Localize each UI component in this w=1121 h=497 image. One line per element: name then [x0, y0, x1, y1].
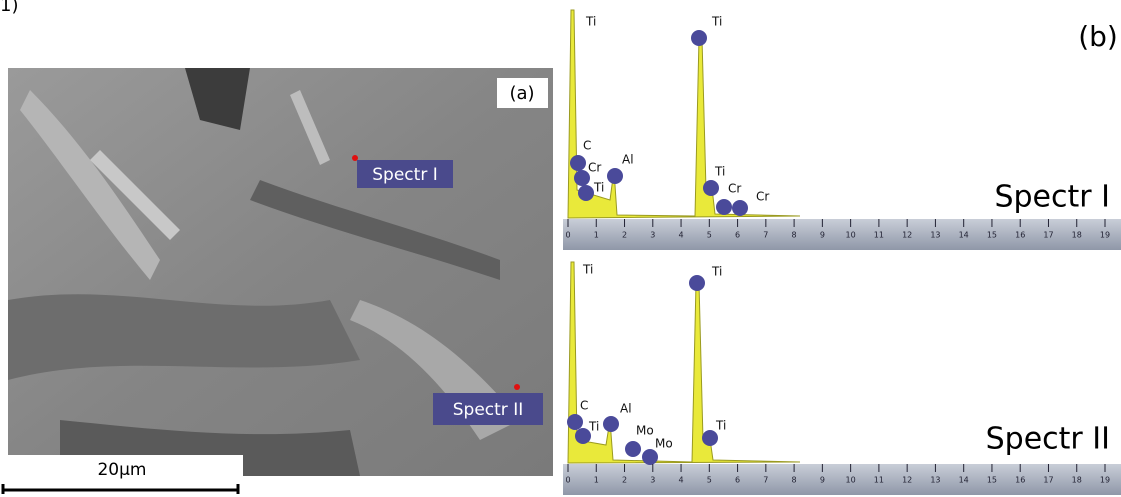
tick-label: 0 [565, 476, 570, 485]
peak-marker [567, 414, 583, 430]
tick-label: 9 [820, 231, 825, 240]
peak-label: Al [620, 402, 632, 416]
peak-marker [625, 441, 641, 457]
tick-label: 2 [622, 231, 627, 240]
tick-label: 16 [1015, 231, 1025, 240]
page: {"figure_label": "1)", "panel_a": {"labe… [0, 0, 1121, 497]
peak-label: Ti [715, 419, 726, 433]
tick-label: 19 [1100, 476, 1110, 485]
tick-label: 11 [874, 231, 884, 240]
peak-label: C [583, 139, 591, 153]
tick-label: 0 [565, 231, 570, 240]
tick-label: 5 [707, 231, 712, 240]
peak-label: Ti [582, 263, 593, 277]
peak-marker [689, 275, 705, 291]
peak-label: Cr [728, 182, 741, 196]
tick-label: 7 [763, 231, 768, 240]
peak-label: Mo [655, 437, 673, 451]
tick-label: 10 [846, 476, 856, 485]
tick-label: 10 [846, 231, 856, 240]
tick-label: 16 [1015, 476, 1025, 485]
peak-label: Ti [585, 15, 596, 29]
scale-bar-label: 20μm [97, 460, 146, 480]
tick-label: 1 [594, 231, 599, 240]
tick-label: 8 [792, 231, 797, 240]
tick-label: 5 [707, 476, 712, 485]
peak-marker [570, 155, 586, 171]
spectrum-name: Spectr I [994, 180, 1110, 215]
tick-label: 3 [650, 231, 655, 240]
tick-label: 15 [987, 476, 997, 485]
panel-label: (b) [1078, 20, 1118, 53]
peak-label: Ti [711, 15, 722, 29]
tick-label: 13 [930, 231, 940, 240]
figure: 1) (a) Spectr I Spectr II 20μm (b) TiTiC… [0, 0, 1121, 497]
peak-label: Ti [593, 181, 604, 195]
tick-label: 7 [763, 476, 768, 485]
peak-label: Mo [636, 424, 654, 438]
peak-label: Al [622, 153, 634, 167]
peak-label: Ti [714, 165, 725, 179]
peak-label: Cr [588, 161, 601, 175]
peak-marker [642, 449, 658, 465]
tick-label: 9 [820, 476, 825, 485]
peak-marker [578, 185, 594, 201]
tick-label: 18 [1072, 476, 1082, 485]
peak-marker [607, 168, 623, 184]
tick-label: 1 [594, 476, 599, 485]
tick-label: 12 [902, 231, 912, 240]
figure-label: 1) [0, 0, 18, 16]
tick-label: 19 [1100, 231, 1110, 240]
peak-marker [703, 180, 719, 196]
tick-label: 4 [679, 231, 684, 240]
peak-label: C [580, 399, 588, 413]
peak-label: Cr [756, 190, 769, 204]
tick-label: 15 [987, 231, 997, 240]
tick-label: 17 [1043, 476, 1053, 485]
tick-label: 3 [650, 476, 655, 485]
tick-label: 8 [792, 476, 797, 485]
tick-label: 18 [1072, 231, 1082, 240]
tick-label: 14 [959, 476, 969, 485]
tick-label: 17 [1043, 231, 1053, 240]
tick-label: 12 [902, 476, 912, 485]
peak-label: Ti [588, 420, 599, 434]
spectrum-name: Spectr II [986, 422, 1110, 457]
peak-marker [716, 199, 732, 215]
peak-label: Ti [711, 265, 722, 279]
tick-label: 13 [930, 476, 940, 485]
tick-label: 2 [622, 476, 627, 485]
peak-marker [603, 416, 619, 432]
peak-marker [732, 200, 748, 216]
tick-label: 4 [679, 476, 684, 485]
tick-label: 11 [874, 476, 884, 485]
spot-label: Spectr I [372, 165, 437, 185]
panel-label: (a) [509, 83, 534, 104]
tick-label: 14 [959, 231, 969, 240]
tick-label: 6 [735, 231, 740, 240]
tick-label: 6 [735, 476, 740, 485]
peak-marker [691, 30, 707, 46]
spot-label: Spectr II [453, 400, 523, 420]
